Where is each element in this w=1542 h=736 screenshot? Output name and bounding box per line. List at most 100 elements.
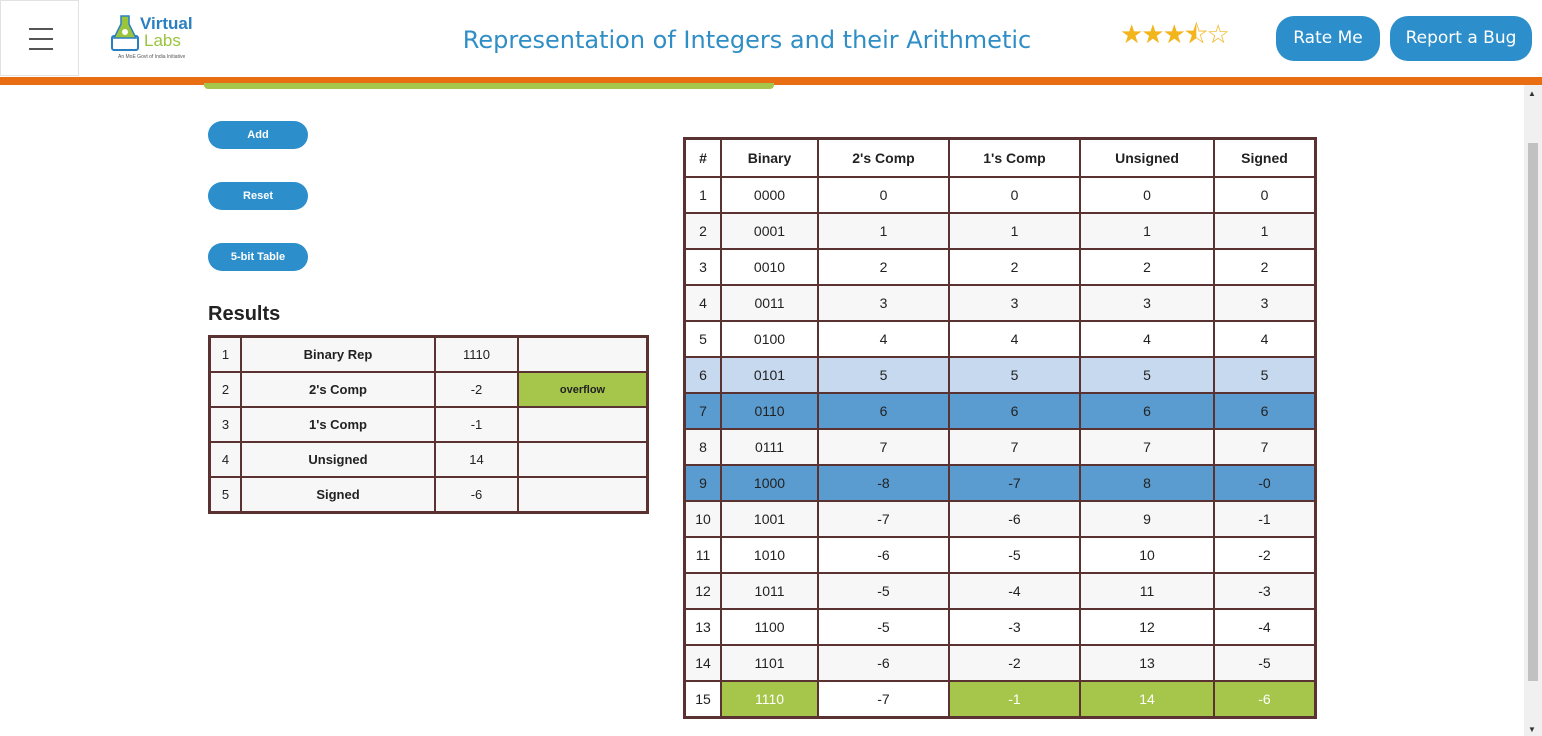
table-cell: 5 bbox=[1213, 356, 1317, 394]
table-cell: -3 bbox=[948, 608, 1081, 646]
logo-word-labs: Labs bbox=[144, 31, 181, 50]
page-scrollbar[interactable]: ▲ ▼ bbox=[1524, 85, 1542, 736]
table-cell: -7 bbox=[817, 500, 950, 538]
column-header: # bbox=[683, 137, 722, 178]
table-cell: 3 bbox=[683, 248, 722, 286]
table-row: 6 0101 5 5 5 5 bbox=[683, 356, 1317, 394]
results-table: 1 Binary Rep 1110 2 2's Comp -2 overflow 3 1's C… bbox=[208, 335, 649, 514]
integer-representation-table: # Binary 2's Comp 1's Comp Unsigned Sign… bbox=[683, 137, 1317, 719]
table-cell: 7 bbox=[1213, 428, 1317, 466]
table-cell: 8 bbox=[1079, 464, 1215, 502]
table-row: 5 0100 4 4 4 4 bbox=[683, 320, 1317, 358]
table-cell: -5 bbox=[1213, 644, 1317, 682]
table-cell: 1000 bbox=[720, 464, 819, 502]
results-row: 1 Binary Rep 1110 bbox=[208, 335, 649, 373]
header-divider bbox=[0, 77, 1542, 85]
table-cell: -6 bbox=[817, 536, 950, 574]
table-cell: 10 bbox=[683, 500, 722, 538]
table-cell: 1 bbox=[1213, 212, 1317, 250]
table-cell: 0101 bbox=[720, 356, 819, 394]
results-row-number: 4 bbox=[208, 441, 242, 478]
table-cell: 2 bbox=[1213, 248, 1317, 286]
table-cell: -4 bbox=[1213, 608, 1317, 646]
table-cell: 8 bbox=[683, 428, 722, 466]
column-header: Binary bbox=[720, 137, 819, 178]
table-cell: -0 bbox=[1213, 464, 1317, 502]
table-cell: 0 bbox=[1213, 176, 1317, 214]
table-cell: 11 bbox=[1079, 572, 1215, 610]
results-row-flag bbox=[517, 441, 649, 478]
table-cell: -2 bbox=[1213, 536, 1317, 574]
table-cell: -1 bbox=[948, 680, 1081, 719]
table-row: 1 0000 0 0 0 0 bbox=[683, 176, 1317, 214]
add-button[interactable]: Add bbox=[208, 121, 308, 149]
table-cell: -7 bbox=[817, 680, 950, 719]
reset-button[interactable]: Reset bbox=[208, 182, 308, 210]
table-cell: 1 bbox=[1079, 212, 1215, 250]
results-row: 3 1's Comp -1 bbox=[208, 406, 649, 443]
table-cell: 2 bbox=[1079, 248, 1215, 286]
rate-me-button[interactable]: Rate Me bbox=[1276, 16, 1380, 61]
results-row-value: -1 bbox=[434, 406, 519, 443]
table-cell: 5 bbox=[1079, 356, 1215, 394]
table-cell: -6 bbox=[948, 500, 1081, 538]
table-row: 9 1000 -8 -7 8 -0 bbox=[683, 464, 1317, 502]
header: Virtual Labs An MoE Govt of India Initia… bbox=[0, 0, 1542, 77]
table-cell: -1 bbox=[1213, 500, 1317, 538]
table-cell: 5 bbox=[817, 356, 950, 394]
table-row: 3 0010 2 2 2 2 bbox=[683, 248, 1317, 286]
results-row-flag bbox=[517, 335, 649, 373]
table-cell: 9 bbox=[1079, 500, 1215, 538]
star-rating[interactable]: ★★★⯪☆ bbox=[1120, 20, 1230, 48]
table-row: 7 0110 6 6 6 6 bbox=[683, 392, 1317, 430]
table-row: 12 1011 -5 -4 11 -3 bbox=[683, 572, 1317, 610]
table-cell: 2 bbox=[683, 212, 722, 250]
table-cell: 3 bbox=[948, 284, 1081, 322]
menu-icon-line bbox=[29, 38, 53, 40]
table-row: 4 0011 3 3 3 3 bbox=[683, 284, 1317, 322]
table-row: 2 0001 1 1 1 1 bbox=[683, 212, 1317, 250]
table-cell: 1 bbox=[948, 212, 1081, 250]
results-row-value: -2 bbox=[434, 371, 519, 408]
results-row-flag bbox=[517, 476, 649, 514]
column-header: Unsigned bbox=[1079, 137, 1215, 178]
table-cell: 0100 bbox=[720, 320, 819, 358]
table-cell: -7 bbox=[948, 464, 1081, 502]
table-cell: 0 bbox=[948, 176, 1081, 214]
table-cell: -5 bbox=[817, 572, 950, 610]
table-cell: -6 bbox=[1213, 680, 1317, 719]
table-cell: 1 bbox=[683, 176, 722, 214]
table-row: 13 1100 -5 -3 12 -4 bbox=[683, 608, 1317, 646]
virtual-labs-logo[interactable]: Virtual Labs An MoE Govt of India Initia… bbox=[110, 12, 202, 64]
table-cell: 12 bbox=[683, 572, 722, 610]
table-cell: 3 bbox=[1079, 284, 1215, 322]
logo-word-virtual: Virtual bbox=[140, 14, 193, 33]
results-row-label: 2's Comp bbox=[240, 371, 436, 408]
table-cell: 14 bbox=[1079, 680, 1215, 719]
table-cell: 1101 bbox=[720, 644, 819, 682]
table-cell: 1010 bbox=[720, 536, 819, 574]
table-cell: 7 bbox=[948, 428, 1081, 466]
hamburger-menu-button[interactable] bbox=[0, 0, 79, 76]
table-cell: -8 bbox=[817, 464, 950, 502]
table-cell: 13 bbox=[1079, 644, 1215, 682]
results-row-value: -6 bbox=[434, 476, 519, 514]
five-bit-table-button[interactable]: 5-bit Table bbox=[208, 243, 308, 271]
table-cell: 6 bbox=[1079, 392, 1215, 430]
table-cell: 4 bbox=[1213, 320, 1317, 358]
results-heading: Results bbox=[208, 303, 281, 325]
scrollbar-thumb[interactable] bbox=[1528, 143, 1538, 681]
scroll-up-arrow-icon[interactable]: ▲ bbox=[1528, 89, 1536, 98]
table-cell: 0001 bbox=[720, 212, 819, 250]
results-row: 4 Unsigned 14 bbox=[208, 441, 649, 478]
table-row: 10 1001 -7 -6 9 -1 bbox=[683, 500, 1317, 538]
column-header: Signed bbox=[1213, 137, 1317, 178]
table-cell: 3 bbox=[817, 284, 950, 322]
table-cell: 2 bbox=[948, 248, 1081, 286]
menu-icon-line bbox=[29, 48, 53, 50]
report-bug-button[interactable]: Report a Bug bbox=[1390, 16, 1532, 61]
scroll-down-arrow-icon[interactable]: ▼ bbox=[1528, 725, 1536, 734]
column-header: 2's Comp bbox=[817, 137, 950, 178]
menu-icon-line bbox=[29, 28, 53, 30]
table-cell: 7 bbox=[683, 392, 722, 430]
